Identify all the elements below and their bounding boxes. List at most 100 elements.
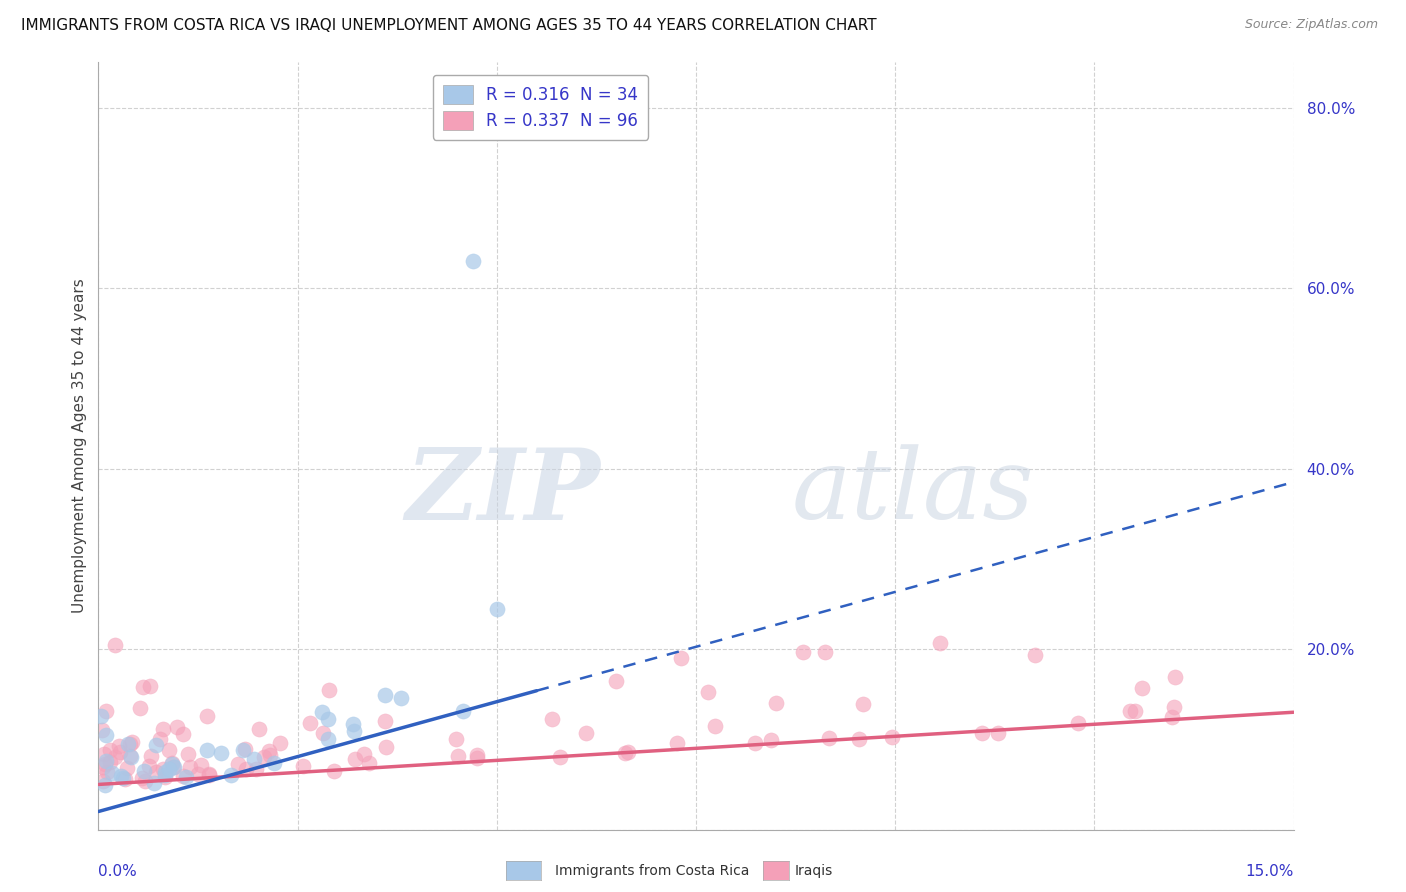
Point [453,704,475,718]
Point [114,772,136,787]
Point [880,730,903,744]
Point [94,728,117,742]
Point [389,690,412,705]
Point [209,746,232,760]
Y-axis label: Unemployment Among Ages 35 to 44 years: Unemployment Among Ages 35 to 44 years [72,278,87,614]
Point [195,709,218,723]
Point [134,774,156,789]
Point [172,727,194,741]
Point [1164,670,1187,684]
Point [298,716,321,731]
Point [852,697,875,711]
Point [198,768,221,782]
Point [172,769,194,783]
Point [152,723,174,737]
Point [359,756,381,770]
Point [704,718,727,732]
Point [162,756,184,771]
Point [155,770,177,784]
Point [987,725,1010,739]
Point [145,738,167,752]
Point [761,733,783,747]
Point [94,754,117,768]
Point [112,771,135,785]
Point [98,755,121,769]
Point [91,773,114,788]
Text: 0.0%: 0.0% [98,863,138,879]
Point [174,771,197,785]
Point [233,742,256,756]
Point [446,732,468,747]
Text: Immigrants from Costa Rica: Immigrants from Costa Rica [555,864,749,879]
Point [461,254,484,268]
Point [259,748,281,763]
Point [848,732,870,747]
Point [269,736,291,750]
Point [149,731,172,746]
Point [110,769,132,783]
Point [696,684,718,698]
Point [104,638,127,652]
Point [132,680,155,694]
Point [792,645,814,659]
Point [353,747,375,761]
Point [247,723,270,737]
Point [96,764,118,779]
Point [342,716,364,731]
Point [257,744,280,758]
Point [263,756,285,771]
Point [195,742,218,756]
Point [343,724,366,739]
Legend: R = 0.316  N = 34, R = 0.337  N = 96: R = 0.316 N = 34, R = 0.337 N = 96 [433,75,648,140]
Text: IMMIGRANTS FROM COSTA RICA VS IRAQI UNEMPLOYMENT AMONG AGES 35 TO 44 YEARS CORRE: IMMIGRANTS FROM COSTA RICA VS IRAQI UNEM… [21,18,877,33]
Point [190,757,212,772]
Point [541,712,564,726]
Text: ZIP: ZIP [405,444,600,541]
Point [465,748,488,763]
Point [120,737,142,751]
Point [138,759,160,773]
Point [316,713,339,727]
Point [145,764,167,779]
Point [177,747,200,761]
Text: 15.0%: 15.0% [1246,863,1294,879]
Point [318,682,340,697]
Text: Source: ZipAtlas.com: Source: ZipAtlas.com [1244,18,1378,31]
Point [1130,681,1153,696]
Point [94,779,117,793]
Point [152,762,174,776]
Point [465,751,488,765]
Point [118,749,141,764]
Point [94,757,117,772]
Point [153,765,176,780]
Point [110,745,132,759]
Point [98,742,121,756]
Point [1067,716,1090,731]
Point [179,760,201,774]
Point [134,764,156,779]
Point [575,725,598,739]
Point [311,706,333,720]
Point [121,735,143,749]
Point [108,739,131,754]
Point [548,750,571,764]
Point [614,746,637,760]
Point [219,768,242,782]
Point [616,745,638,759]
Point [972,726,994,740]
Point [91,760,114,774]
Point [198,767,221,781]
Point [245,762,267,776]
Point [292,759,315,773]
Point [120,750,142,764]
Point [818,731,841,745]
Point [374,714,396,728]
Point [162,756,184,771]
Point [813,645,835,659]
Point [665,736,688,750]
Point [162,760,184,774]
Point [115,761,138,775]
Point [90,723,112,738]
Point [485,602,508,616]
Point [232,743,254,757]
